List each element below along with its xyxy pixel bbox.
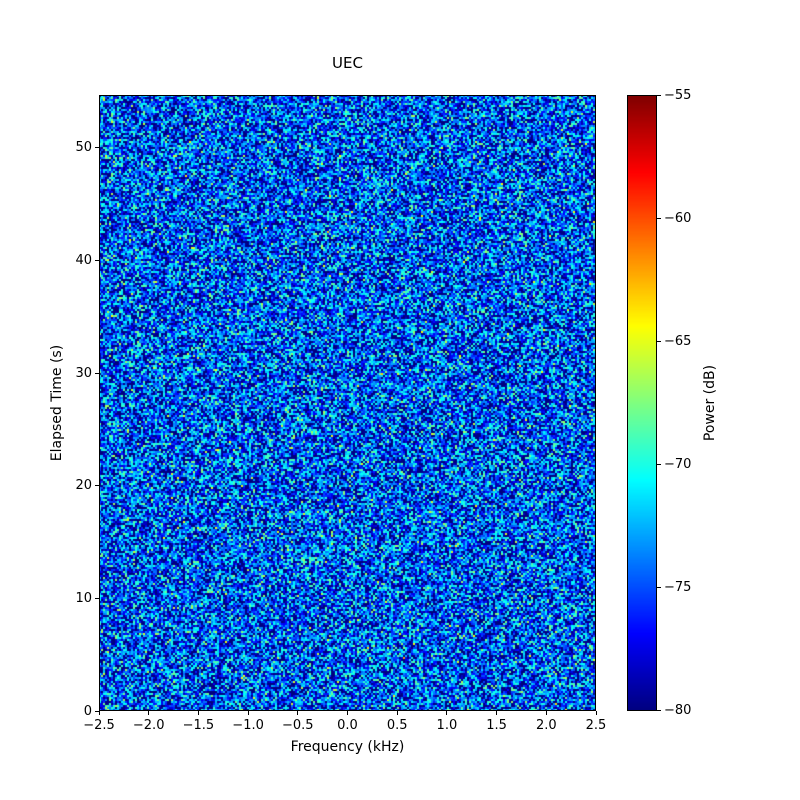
colorbar-tick-label: −80 bbox=[664, 702, 692, 718]
colorbar-tick-mark bbox=[657, 709, 661, 711]
x-tick-label: −0.5 bbox=[282, 718, 314, 733]
x-tick-mark bbox=[446, 711, 448, 715]
y-tick-label: 0 bbox=[83, 703, 92, 719]
x-tick-label: 2.5 bbox=[585, 718, 607, 733]
colorbar-tick-label: −60 bbox=[664, 210, 692, 226]
colorbar-gradient bbox=[627, 95, 657, 711]
spectrogram-heatmap bbox=[99, 95, 596, 711]
colorbar-tick-mark bbox=[657, 217, 661, 219]
x-tick-mark bbox=[297, 711, 299, 715]
colorbar-tick-label: −55 bbox=[664, 87, 692, 103]
y-tick-mark bbox=[95, 485, 99, 487]
x-tick-mark bbox=[496, 711, 498, 715]
colorbar-tick-mark bbox=[657, 464, 661, 466]
y-tick-label: 30 bbox=[75, 365, 92, 381]
x-tick-label: −2.0 bbox=[132, 718, 165, 733]
colorbar-tick-mark bbox=[657, 94, 661, 96]
chart-title: UEC bbox=[332, 54, 363, 72]
colorbar-tick-label: −70 bbox=[664, 457, 692, 473]
x-tick-mark bbox=[148, 711, 150, 715]
y-axis-label: Elapsed Time (s) bbox=[49, 344, 65, 462]
colorbar-tick-mark bbox=[657, 340, 661, 342]
colorbar-label: Power (dB) bbox=[702, 364, 718, 442]
x-tick-label: −2.5 bbox=[83, 718, 115, 733]
x-tick-label: 1.0 bbox=[436, 718, 458, 733]
colorbar-tick-label: −75 bbox=[664, 580, 692, 596]
x-tick-label: −1.5 bbox=[182, 718, 215, 733]
x-tick-mark bbox=[247, 711, 249, 715]
x-tick-mark bbox=[197, 711, 199, 715]
x-tick-label: 0.0 bbox=[337, 718, 358, 733]
y-tick-mark bbox=[95, 710, 99, 712]
y-tick-label: 20 bbox=[75, 478, 92, 494]
x-tick-label: 0.5 bbox=[386, 718, 408, 733]
y-tick-mark bbox=[95, 597, 99, 599]
x-axis-label: Frequency (kHz) bbox=[290, 739, 405, 755]
y-tick-label: 40 bbox=[75, 253, 92, 269]
y-tick-mark bbox=[95, 372, 99, 374]
y-tick-label: 10 bbox=[75, 590, 92, 606]
x-tick-mark bbox=[545, 711, 547, 715]
y-tick-mark bbox=[95, 147, 99, 149]
x-tick-mark bbox=[347, 711, 348, 715]
x-tick-label: −1.0 bbox=[232, 718, 264, 733]
x-tick-label: 1.5 bbox=[486, 718, 507, 733]
colorbar-tick-label: −65 bbox=[664, 333, 692, 349]
x-tick-mark bbox=[396, 711, 398, 715]
y-tick-label: 50 bbox=[75, 140, 92, 156]
x-tick-label: 2.0 bbox=[535, 718, 557, 733]
x-tick-mark bbox=[98, 711, 100, 715]
x-tick-mark bbox=[595, 711, 597, 715]
colorbar-tick-mark bbox=[657, 587, 661, 589]
y-tick-mark bbox=[95, 260, 99, 262]
